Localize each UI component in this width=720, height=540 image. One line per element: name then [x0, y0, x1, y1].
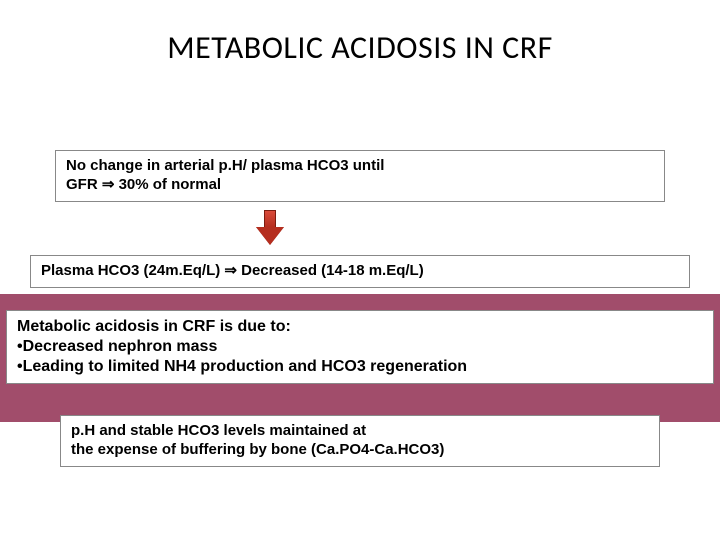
box-buffering: p.H and stable HCO3 levels maintained at… [60, 415, 660, 467]
box4-line1: p.H and stable HCO3 levels maintained at [71, 422, 649, 441]
box1-line1: No change in arterial p.H/ plasma HCO3 u… [66, 157, 654, 176]
box-plasma-hco3: Plasma HCO3 (24m.Eq/L) ⇒ Decreased (14-1… [30, 255, 690, 288]
box-no-change: No change in arterial p.H/ plasma HCO3 u… [55, 150, 665, 202]
box-causes: Metabolic acidosis in CRF is due to: •De… [6, 310, 714, 384]
down-arrow-icon [255, 210, 285, 248]
slide-title: METABOLIC ACIDOSIS IN CRF [0, 0, 720, 67]
box3-line2: •Decreased nephron mass [17, 337, 703, 357]
box3-line3: •Leading to limited NH4 production and H… [17, 357, 703, 377]
box3-line1: Metabolic acidosis in CRF is due to: [17, 317, 703, 337]
box1-line2: GFR ⇒ 30% of normal [66, 176, 654, 195]
box4-line2: the expense of buffering by bone (Ca.PO4… [71, 441, 649, 460]
